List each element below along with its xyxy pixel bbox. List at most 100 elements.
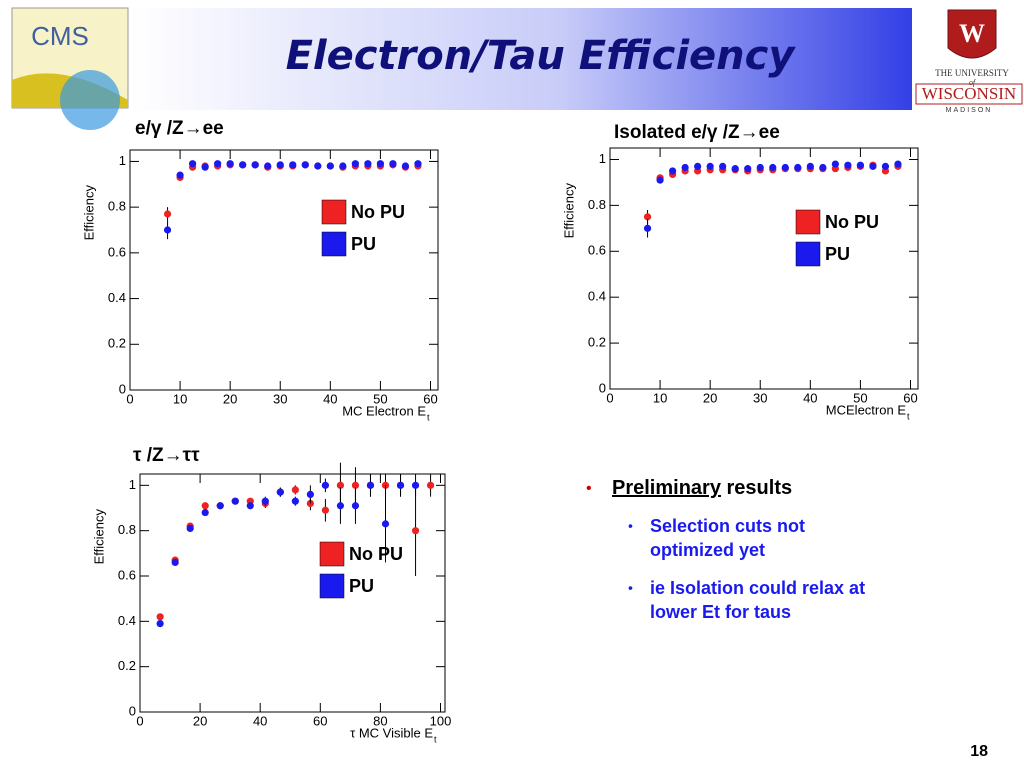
x-tick-label: 100 [430,713,452,728]
x-tick-label: 50 [853,390,867,405]
uw-name: WISCONSIN [922,84,1016,103]
data-point [719,162,727,170]
y-tick-label: 0.2 [108,336,126,351]
data-point [171,558,179,567]
data-point [301,161,309,169]
data-point [366,481,375,489]
data-point [411,481,420,489]
data-point [381,520,390,528]
legend-swatch [319,573,345,599]
data-point [396,481,405,489]
x-tick-label: 30 [273,391,287,406]
chart-title: τ /Z→ττ [133,445,200,466]
chart-title: e/γ /Z→ee [135,118,224,139]
data-point [314,162,322,170]
y-tick-label: 0.6 [108,244,126,259]
y-tick-label: 0.8 [588,197,606,212]
data-point [769,163,777,172]
x-tick-label: 40 [803,390,817,405]
title-bar [130,8,912,110]
data-point [731,165,739,173]
y-tick-label: 0.4 [588,289,606,304]
data-point [214,160,222,168]
data-point [643,224,652,232]
data-point [251,161,259,169]
y-tick-label: 0.4 [108,290,126,305]
x-tick-label: 0 [606,390,613,405]
y-tick-label: 0.8 [118,522,136,537]
data-point [339,162,347,170]
data-point [239,161,247,169]
data-point [806,162,814,170]
data-point [156,613,164,621]
data-point [781,163,789,172]
data-point [881,162,890,170]
data-point [226,160,234,168]
legend-swatch [321,231,347,257]
x-tick-label: 20 [193,713,207,728]
x-tick-label: 60 [903,390,917,405]
page-number: 18 [970,743,988,760]
data-point [694,162,702,170]
legend-label: PU [349,576,374,596]
legend-label: No PU [825,212,879,232]
data-point [643,213,652,221]
data-point [336,502,345,510]
y-tick-label: 1 [129,477,136,492]
data-point [201,502,209,510]
data-point [411,527,420,535]
legend-label: No PU [349,544,403,564]
data-point [291,497,299,505]
y-tick-label: 0 [599,380,606,395]
data-point [706,162,714,170]
data-point [856,161,865,169]
y-axis-label: Efficiency [91,509,106,565]
data-point [189,160,197,168]
data-point [756,163,764,172]
data-point [291,486,299,494]
data-point [389,160,397,168]
uw-of: of [969,78,977,87]
data-point [669,167,677,175]
data-point [163,210,172,218]
sub-dot: • [628,518,633,534]
y-tick-label: 0 [119,381,126,396]
data-point [306,490,314,498]
data-point [351,481,360,489]
data-point [656,176,664,184]
y-tick-label: 0 [129,703,136,718]
y-tick-label: 0.6 [118,567,136,582]
x-axis-label-subscript: t [907,411,910,421]
chart: τ /Z→ττ 0 0.2 0.4 0.6 0.8 1 0 20 40 60 80 100 Efficie… [91,445,451,744]
data-point [246,502,254,510]
x-axis-label: τ MC Visible E [350,725,433,740]
sub-dot: • [628,580,633,596]
y-tick-label: 0.8 [108,199,126,214]
data-point [156,620,164,628]
bullet-underlined: Preliminary [612,477,722,499]
x-axis-label-subscript: t [434,734,437,744]
cms-logo: CMS [11,7,129,130]
x-tick-label: 10 [653,390,667,405]
x-tick-label: 60 [423,391,437,406]
data-point [276,488,284,496]
slide-title: Electron/Tau Efficiency [286,33,797,79]
cms-text: CMS [31,21,89,51]
sub-bullet-line: lower Et for taus [650,602,791,622]
data-point [261,497,269,505]
data-point [289,161,297,169]
data-point [894,160,902,168]
data-point [819,163,827,172]
data-point [414,160,422,168]
data-point [351,502,360,510]
x-tick-label: 20 [223,391,237,406]
legend-swatch [319,541,345,567]
data-point [401,162,410,170]
bullet-text: results [727,477,793,499]
data-point [163,226,172,234]
data-point [264,162,272,170]
legend-swatch [321,199,347,225]
x-tick-label: 20 [703,390,717,405]
uw-city: MADISON [946,107,993,114]
